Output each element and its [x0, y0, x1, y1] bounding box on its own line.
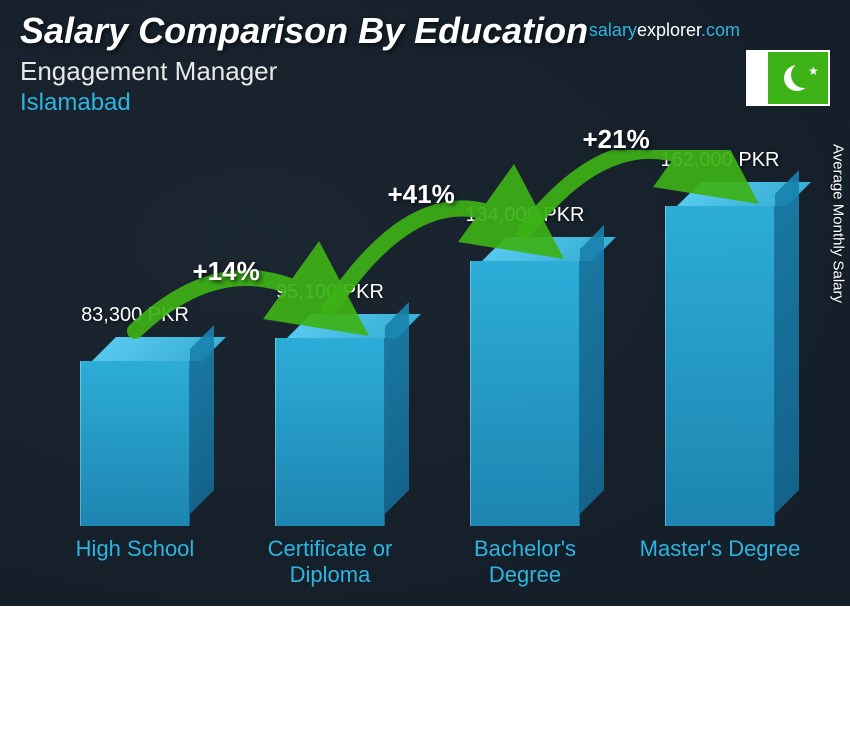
bar: [275, 338, 385, 526]
brand-suffix: explorer: [637, 20, 701, 40]
infographic-container: Salary Comparison By Education Engagemen…: [0, 0, 850, 606]
arc-percent: +41%: [388, 179, 455, 210]
y-axis-label: Average Monthly Salary: [830, 144, 847, 303]
bar-value: 162,000 PKR: [635, 149, 805, 172]
bar-value: 83,300 PKR: [50, 304, 220, 327]
flag-field: ★: [768, 52, 828, 104]
bar-front: [665, 206, 775, 526]
flag-stripe: [748, 52, 768, 104]
brand-tld: .com: [701, 20, 740, 40]
brand-prefix: salary: [589, 20, 637, 40]
bar-value: 134,000 PKR: [440, 204, 610, 227]
job-title: Engagement Manager: [20, 56, 830, 87]
bar-value: 95,100 PKR: [245, 281, 415, 304]
bar-side: [775, 170, 799, 514]
bar-front: [275, 338, 385, 526]
chart-area: 83,300 PKRHigh School 95,100 PKRCertifica…: [40, 150, 790, 526]
bar: [665, 206, 775, 526]
flag-pakistan: ★: [746, 50, 830, 106]
bar-slot: 95,100 PKRCertificate or Diploma: [255, 338, 405, 526]
branding: salaryexplorer.com: [589, 20, 740, 41]
bar-slot: 134,000 PKRBachelor's Degree: [450, 261, 600, 526]
bar-side: [580, 225, 604, 514]
star-icon: ★: [808, 64, 819, 78]
bar-side: [190, 325, 214, 514]
bar: [80, 361, 190, 526]
crescent-icon: [784, 65, 810, 91]
bar-front: [470, 261, 580, 526]
bar-label: Bachelor's Degree: [435, 536, 615, 589]
bar-label: Certificate or Diploma: [240, 536, 420, 589]
bar-label: Master's Degree: [630, 536, 810, 562]
bar-slot: 83,300 PKRHigh School: [60, 361, 210, 526]
bar: [470, 261, 580, 526]
bar-side: [385, 302, 409, 514]
bar-front: [80, 361, 190, 526]
bar-label: High School: [45, 536, 225, 562]
location: Islamabad: [20, 89, 830, 117]
arc-percent: +21%: [583, 124, 650, 155]
arc-percent: +14%: [193, 256, 260, 287]
bar-slot: 162,000 PKRMaster's Degree: [645, 206, 795, 526]
